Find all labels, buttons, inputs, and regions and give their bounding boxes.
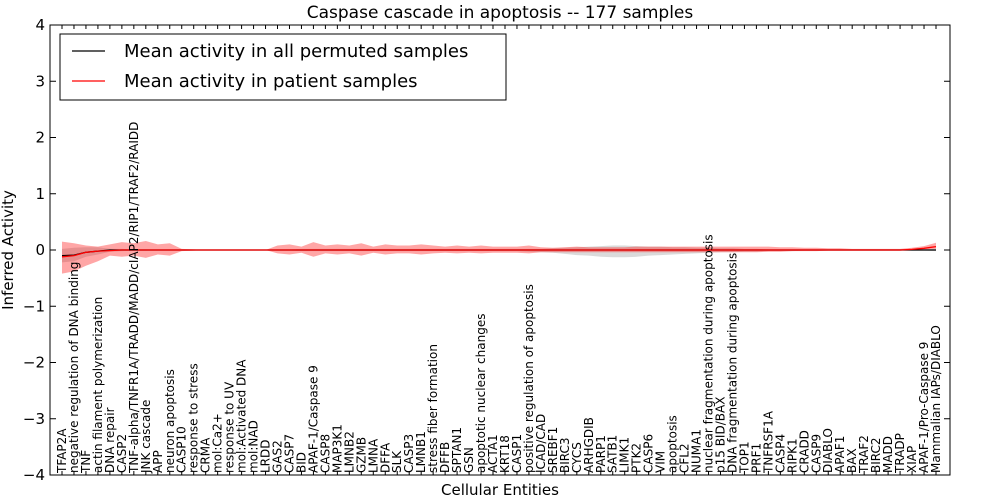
x-tick-label: mol:Ca2+ bbox=[211, 413, 225, 473]
x-tick-label: positive regulation of apoptosis bbox=[522, 284, 536, 473]
x-tick-label: DFFB bbox=[438, 442, 452, 473]
y-tick-label: 0 bbox=[35, 241, 45, 259]
lines-layer bbox=[61, 245, 937, 258]
x-tick-label: CASP7 bbox=[283, 434, 297, 473]
x-tick-label: ACTA1 bbox=[486, 434, 500, 473]
x-tick-label: CFL2 bbox=[678, 443, 692, 473]
x-tick-label: nuclear fragmentation during apoptosis bbox=[702, 234, 716, 473]
band-1 bbox=[62, 241, 936, 274]
x-tick-label: actin filament polymerization bbox=[91, 297, 105, 473]
x-tick-label: neuron apoptosis bbox=[163, 369, 177, 473]
x-tick-label: stress fiber formation bbox=[426, 344, 440, 473]
x-tick-label: JNK cascade bbox=[139, 400, 153, 474]
x-tick-label: LMNA bbox=[366, 438, 380, 473]
legend: Mean activity in all permuted samples Mea… bbox=[59, 33, 507, 101]
y-tick-label: −1 bbox=[23, 297, 45, 315]
x-tick-label: TNF bbox=[79, 450, 93, 474]
x-tick-label: TNFRSF1A bbox=[761, 410, 775, 474]
legend-label-0: Mean activity in all permuted samples bbox=[124, 41, 468, 62]
y-tick-label: 3 bbox=[35, 72, 45, 90]
x-tick-label: LMNB2 bbox=[342, 431, 356, 473]
chart-title: Caspase cascade in apoptosis -- 177 samp… bbox=[307, 3, 694, 23]
y-axis-label: Inferred Activity bbox=[0, 190, 17, 310]
x-tick-label: CRADD bbox=[797, 430, 811, 473]
y-tick-label: 1 bbox=[35, 185, 45, 203]
x-tick-label: APAF-1/Caspase 9 bbox=[306, 365, 320, 473]
x-tick-label: TOP1 bbox=[737, 441, 751, 474]
x-tick-label: APAF-1/Pro-Caspase 9 bbox=[917, 342, 931, 473]
x-tick-label: CASP9 bbox=[809, 434, 823, 473]
x-tick-label: LIMK1 bbox=[618, 437, 632, 473]
legend-box bbox=[59, 33, 507, 101]
x-tick-label: SPTAN1 bbox=[450, 427, 464, 473]
x-tick-label: response to UV bbox=[223, 381, 237, 473]
x-tick-label: SATB1 bbox=[606, 435, 620, 473]
x-tick-label: DNA repair bbox=[103, 407, 117, 473]
x-tick-label: NUMA1 bbox=[690, 429, 704, 473]
x-tick-label: CASP4 bbox=[773, 434, 787, 473]
x-tick-label: RIPK1 bbox=[785, 438, 799, 473]
x-tick-label: ICAD/CAD bbox=[534, 414, 548, 473]
y-tick-label: −2 bbox=[23, 354, 45, 372]
bands-layer bbox=[62, 241, 936, 274]
x-tick-label: XIAP bbox=[905, 446, 919, 473]
x-tick-label: CRMA bbox=[199, 437, 213, 473]
x-tick-label: TRAF2 bbox=[857, 435, 871, 474]
x-tick-label: SREBF1 bbox=[546, 427, 560, 473]
x-tick-label: GZMB bbox=[354, 437, 368, 473]
x-tick-label: KRT18 bbox=[498, 435, 512, 473]
x-tick-label: mol:Activated DNA bbox=[235, 359, 249, 473]
x-tick-label: mol:NAD bbox=[247, 420, 261, 473]
x-tick-label: MADD bbox=[881, 436, 895, 473]
x-tick-label: p15 BID/BAX bbox=[714, 397, 728, 473]
x-tick-label: BAX bbox=[845, 448, 859, 473]
x-tick-label: APAF1 bbox=[833, 436, 847, 473]
x-tick-label: PARP1 bbox=[594, 435, 608, 473]
y-tick-label: 4 bbox=[35, 16, 45, 34]
y-tick-label: 2 bbox=[35, 129, 45, 147]
x-tick-label: BIRC2 bbox=[869, 437, 883, 473]
x-tick-label: PRF1 bbox=[749, 443, 763, 473]
x-tick-label: apoptotic nuclear changes bbox=[474, 314, 488, 473]
x-tick-label: apoptosis bbox=[666, 415, 680, 473]
x-tick-label: TFAP2A bbox=[55, 428, 69, 474]
x-tick-label: CASP8 bbox=[318, 434, 332, 473]
y-tick-label: −3 bbox=[23, 410, 45, 428]
x-tick-label: BID bbox=[295, 452, 309, 473]
plot-frame bbox=[49, 24, 951, 476]
x-tick-label: TNF-alpha/TNFR1A/TRADD/MADD/cIAP2/RIP1/T… bbox=[127, 122, 141, 474]
x-axis-label: Cellular Entities bbox=[441, 481, 559, 499]
x-tick-label: SLK bbox=[390, 450, 404, 473]
x-tick-label: CASP10 bbox=[175, 426, 189, 473]
x-tick-label: CASP3 bbox=[402, 434, 416, 473]
series-line-1 bbox=[61, 245, 937, 258]
x-tick-label: BIRC3 bbox=[558, 437, 572, 473]
x-tick-label: PTK2 bbox=[630, 443, 644, 473]
x-tick-label: VIM bbox=[654, 451, 668, 473]
y-tick-label: −4 bbox=[23, 466, 45, 484]
x-tick-label: CASP2 bbox=[115, 434, 129, 473]
x-tick-label: CASP6 bbox=[642, 434, 656, 473]
x-tick-label: CASP1 bbox=[510, 434, 524, 473]
x-tick-label: APP bbox=[151, 450, 165, 473]
x-tick-label: LMNB1 bbox=[414, 431, 428, 473]
x-tick-label: Mammalian IAPs/DIABLO bbox=[929, 325, 943, 473]
x-tick-label: DIABLO bbox=[821, 428, 835, 473]
legend-label-1: Mean activity in patient samples bbox=[124, 71, 418, 92]
x-tick-label: TRADP bbox=[893, 433, 907, 474]
x-tick-label: CYCS bbox=[570, 442, 584, 473]
x-tick-label: MAP3K1 bbox=[330, 424, 344, 473]
x-tick-label: GSN bbox=[462, 447, 476, 473]
x-tick-label: GAS2 bbox=[271, 440, 285, 473]
x-tick-label: negative regulation of DNA binding bbox=[67, 262, 81, 473]
x-tick-label: DFFA bbox=[378, 442, 392, 473]
x-tick-label: DNA fragmentation during apoptosis bbox=[726, 253, 740, 473]
x-tick-label: response to stress bbox=[187, 363, 201, 473]
x-tick-label: LRDD bbox=[259, 439, 273, 473]
x-tick-label: ARHGDIB bbox=[582, 417, 596, 473]
y-ticks: −4 −3 −2 −1 0 1 2 3 4 bbox=[23, 16, 950, 484]
